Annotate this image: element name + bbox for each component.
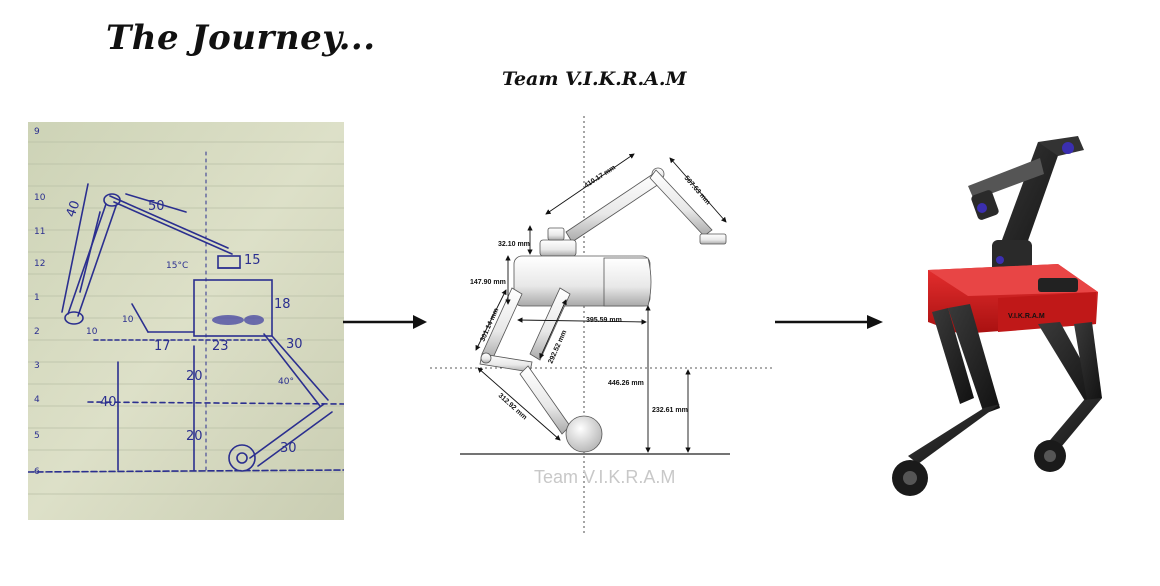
margin-number: 10	[34, 193, 46, 203]
dimension-label: 446.26 mm	[608, 380, 644, 387]
robot-wheels	[892, 440, 1066, 496]
cad-body	[513, 255, 652, 307]
margin-number: 9	[34, 127, 40, 137]
sketch-label: 40	[100, 395, 117, 410]
dimension-label: 410.17 mm	[583, 164, 617, 189]
sketch-labels: 50 40 15 18 15°C 10 17 23 30 40° 40 20 2…	[64, 199, 303, 456]
sketch-label: 30	[286, 337, 303, 352]
team-subtitle: Team V.I.K.R.A.M	[502, 68, 687, 90]
sketch-label: 18	[274, 297, 291, 312]
margin-number: 1	[34, 293, 40, 303]
cad-drawing: 410.17 mm 507.63 mm 32.10 mm 147.90 mm 3…	[420, 110, 790, 540]
dimension-label: 232.61 mm	[652, 407, 688, 414]
margin-number: 5	[34, 431, 40, 441]
dimension-label: 395.59 mm	[586, 317, 622, 324]
hand-sketch-drawing: 9 10 11 12 1 2 3 4 5 6	[27, 122, 345, 520]
sketch-label: 23	[212, 339, 229, 354]
margin-number: 2	[34, 327, 40, 337]
robot-legs	[908, 304, 1102, 464]
dimension-label: 32.10 mm	[498, 241, 530, 248]
sketch-lines	[27, 151, 345, 473]
paper-background	[28, 122, 344, 520]
cad-diagram: 410.17 mm 507.63 mm 32.10 mm 147.90 mm 3…	[430, 116, 775, 534]
flow-arrow	[775, 312, 887, 336]
sketch-label: 10	[122, 315, 134, 325]
dimension-label: 312.92 mm	[497, 392, 528, 421]
sketch-label: 50	[148, 199, 165, 214]
flow-arrow	[343, 312, 429, 336]
margin-number: 11	[34, 227, 45, 237]
hand-sketch: 9 10 11 12 1 2 3 4 5 6	[27, 122, 345, 520]
margin-number: 3	[34, 361, 40, 371]
cad-dimension-lines	[475, 153, 727, 453]
cad-watermark: Team V.I.K.R.A.M	[534, 467, 675, 487]
margin-number: 12	[34, 259, 45, 269]
robot-arm	[968, 136, 1084, 286]
sketch-label: 20	[186, 429, 203, 444]
sketch-joints	[212, 315, 264, 325]
dimension-label: 147.90 mm	[470, 279, 506, 286]
sketch-label: 40	[64, 199, 84, 220]
cad-arm	[539, 167, 727, 257]
sketch-label: 20	[186, 369, 203, 384]
sketch-label: 17	[154, 339, 171, 354]
robot-render-drawing: V.I.K.R.A.M	[892, 136, 1102, 496]
dimension-label: 507.63 mm	[682, 175, 711, 207]
robot-brand-label: V.I.K.R.A.M	[1008, 313, 1045, 320]
sketch-label: 10	[86, 327, 98, 337]
sketch-label: 30	[280, 441, 297, 456]
margin-number: 4	[34, 395, 40, 405]
sketch-label: 15°C	[166, 261, 188, 271]
sketch-label: 15	[244, 253, 261, 268]
sketch-label: 40°	[278, 377, 294, 387]
robot-render: V.I.K.R.A.M	[888, 128, 1118, 508]
page-title: The Journey...	[106, 18, 376, 58]
